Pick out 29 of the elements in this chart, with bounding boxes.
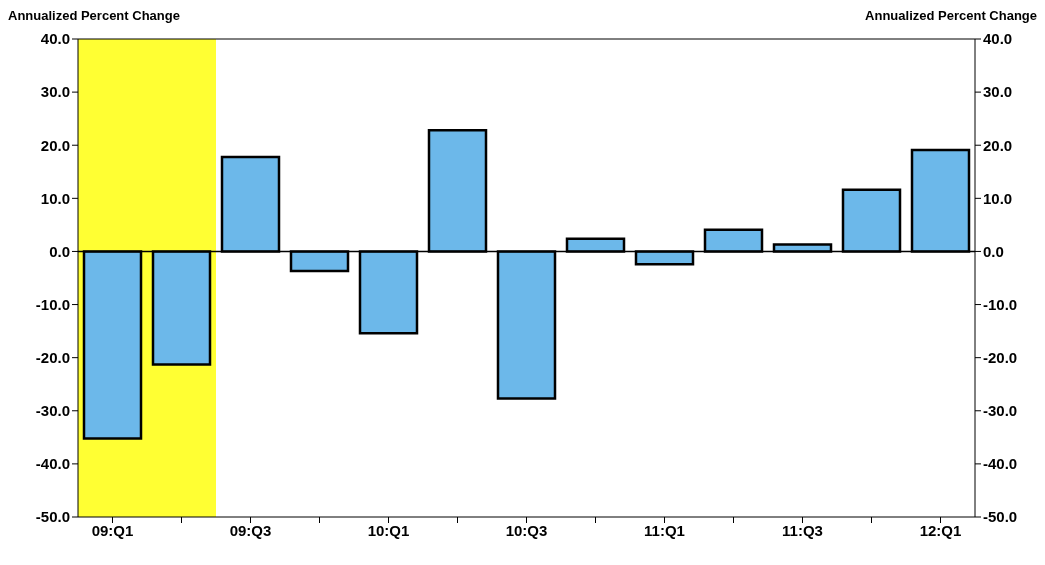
y-tick-label: -50.0	[35, 508, 70, 526]
y-axis-title: Annualized Percent Change	[8, 8, 180, 23]
y2-tick-label: 40.0	[983, 30, 1013, 48]
x-tick-label: 09:Q3	[229, 521, 272, 539]
y2-tick-label: -50.0	[983, 508, 1018, 526]
x-tick-label: 09:Q1	[91, 521, 134, 539]
y2-tick-label: -40.0	[983, 455, 1018, 473]
y-tick-label: 10.0	[40, 189, 70, 207]
y2-tick-label: -30.0	[983, 402, 1018, 420]
x-tick-label: 12:Q1	[919, 521, 962, 539]
y2-tick-label: -20.0	[983, 348, 1018, 366]
y-tick-label: 30.0	[40, 83, 70, 101]
x-tick-label: 11:Q3	[782, 521, 823, 539]
y2-tick-label: 30.0	[983, 83, 1013, 101]
y2-tick-label: -10.0	[983, 295, 1018, 313]
y-tick-label: -20.0	[35, 348, 70, 366]
y-tick-label: -30.0	[35, 402, 70, 420]
y2-tick-label: 10.0	[983, 189, 1013, 207]
x-tick-label: 10:Q3	[505, 521, 548, 539]
y-tick-label: 20.0	[40, 136, 70, 154]
y2-tick-label: 0.0	[983, 242, 1004, 260]
y-tick-label: 0.0	[49, 242, 70, 260]
y-tick-label: 40.0	[40, 30, 70, 48]
x-tick-label: 11:Q1	[644, 521, 685, 539]
x-tick-label: 10:Q1	[367, 521, 410, 539]
y2-axis-title: Annualized Percent Change	[865, 8, 1037, 23]
y-tick-label: -40.0	[35, 455, 70, 473]
y-tick-label: -10.0	[35, 295, 70, 313]
y2-tick-label: 20.0	[983, 136, 1013, 154]
